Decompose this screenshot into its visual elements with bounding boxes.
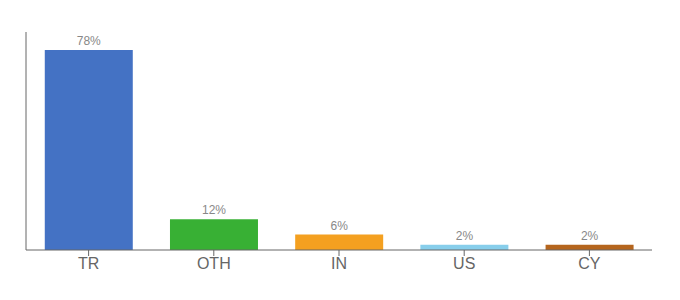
svg-text:US: US — [453, 255, 475, 272]
svg-text:6%: 6% — [331, 219, 349, 233]
svg-text:2%: 2% — [581, 229, 599, 243]
svg-text:CY: CY — [578, 255, 601, 272]
svg-text:OTH: OTH — [197, 255, 231, 272]
svg-text:12%: 12% — [202, 203, 226, 217]
svg-text:TR: TR — [78, 255, 99, 272]
svg-text:IN: IN — [331, 255, 347, 272]
svg-text:78%: 78% — [77, 34, 101, 48]
svg-text:2%: 2% — [456, 229, 474, 243]
